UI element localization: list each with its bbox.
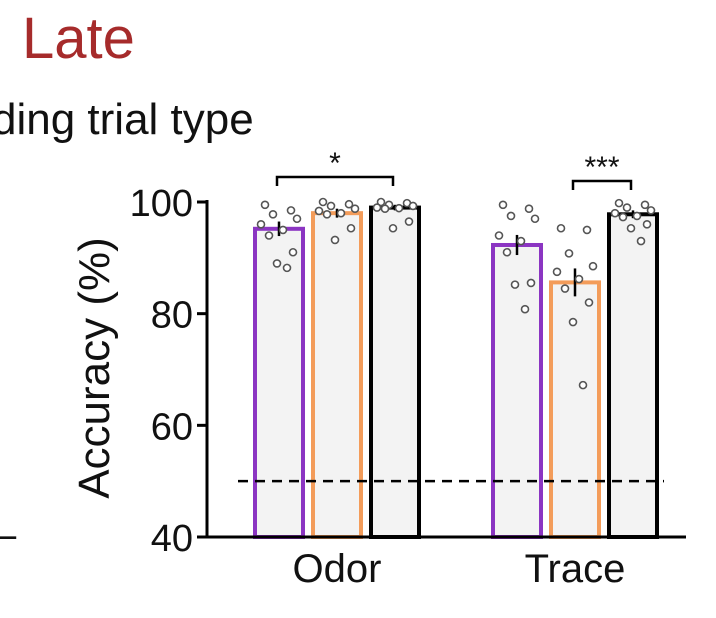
y-tick-label-1: 60 — [151, 406, 193, 448]
bar-0-0 — [253, 226, 305, 540]
data-point-1-0-3 — [530, 214, 540, 224]
data-point-1-0-1 — [524, 204, 534, 213]
chart-title: Late — [22, 6, 135, 71]
data-point-0-1-2 — [326, 201, 336, 211]
significance-label-0: * — [329, 147, 341, 180]
data-point-0-0-6 — [264, 231, 274, 240]
data-point-1-2-9 — [636, 236, 646, 246]
significance-bracket-1 — [571, 179, 633, 190]
bar-0-1 — [311, 211, 363, 540]
data-point-0-2-7 — [404, 217, 414, 226]
data-point-0-2-6 — [380, 204, 390, 213]
data-point-1-1-4 — [552, 267, 562, 277]
data-point-1-0-5 — [516, 236, 526, 246]
data-point-1-0-6 — [502, 247, 512, 257]
data-point-1-1-6 — [560, 284, 570, 293]
data-point-1-1-9 — [578, 380, 588, 390]
chart-subtitle: ding trial type — [0, 95, 254, 144]
significance-bracket-0 — [275, 175, 395, 186]
data-point-0-0-9 — [282, 263, 292, 273]
data-point-1-2-4 — [610, 208, 620, 218]
data-point-0-1-0 — [318, 197, 328, 207]
left-edge-dash: – — [0, 513, 17, 557]
data-point-0-1-5 — [336, 208, 346, 218]
data-point-1-2-1 — [640, 200, 650, 210]
data-point-0-0-7 — [288, 247, 298, 257]
data-point-1-2-8 — [626, 223, 636, 233]
data-point-1-0-7 — [526, 278, 536, 288]
data-point-1-2-5 — [632, 211, 642, 221]
data-point-1-2-2 — [622, 203, 632, 212]
data-point-0-2-8 — [388, 223, 398, 233]
data-point-0-0-3 — [292, 214, 302, 224]
bar-1-2 — [607, 212, 659, 540]
data-point-1-1-8 — [568, 317, 578, 327]
y-tick-label-3: 100 — [130, 183, 193, 225]
x-tick-label-0: Odor — [293, 547, 382, 591]
data-point-0-1-4 — [314, 206, 324, 216]
data-point-0-0-8 — [272, 259, 282, 268]
data-point-0-2-4 — [372, 203, 382, 212]
y-tick-label-0: 40 — [151, 518, 193, 560]
data-point-0-2-3 — [408, 201, 418, 211]
data-point-1-2-3 — [646, 206, 656, 215]
data-point-0-1-7 — [346, 223, 356, 233]
data-point-1-0-9 — [520, 304, 530, 314]
data-point-0-1-1 — [344, 199, 354, 209]
data-point-0-2-0 — [376, 197, 386, 207]
data-point-1-2-0 — [614, 198, 624, 208]
bar-1-0 — [491, 242, 543, 539]
y-tick-label-2: 80 — [151, 295, 193, 337]
data-point-1-1-5 — [574, 274, 584, 284]
data-point-0-0-0 — [260, 200, 270, 210]
x-tick-label-1: Trace — [525, 547, 626, 591]
data-point-0-0-2 — [268, 209, 278, 219]
data-point-0-0-4 — [256, 220, 266, 229]
data-point-1-1-0 — [556, 223, 566, 233]
data-point-0-1-3 — [350, 204, 360, 213]
data-point-1-1-2 — [564, 249, 574, 258]
data-point-1-0-0 — [498, 200, 508, 210]
data-point-1-2-6 — [618, 212, 628, 222]
data-point-0-0-5 — [278, 225, 288, 235]
bar-0-2 — [369, 205, 421, 539]
data-point-0-1-6 — [322, 209, 332, 219]
data-point-1-0-8 — [510, 280, 520, 289]
data-point-1-1-3 — [588, 261, 598, 271]
y-axis-label: Accuracy (%) — [70, 237, 119, 499]
data-point-1-1-1 — [582, 225, 592, 235]
data-point-1-0-4 — [494, 231, 504, 240]
data-point-1-0-2 — [506, 211, 516, 221]
data-point-1-2-7 — [642, 220, 652, 229]
data-point-1-1-7 — [584, 298, 594, 307]
data-point-0-0-1 — [286, 206, 296, 215]
data-point-0-1-8 — [330, 235, 340, 245]
significance-label-1: *** — [584, 151, 619, 184]
data-point-0-2-5 — [394, 203, 404, 213]
